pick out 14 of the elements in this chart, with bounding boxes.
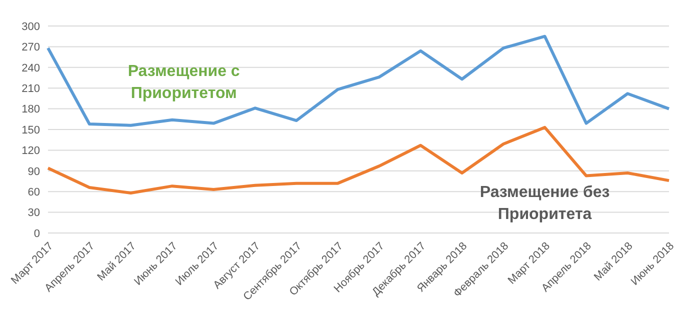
y-tick-label: 150 <box>22 124 40 136</box>
y-tick-label: 120 <box>22 145 40 158</box>
y-tick-label: 210 <box>22 83 40 96</box>
series-label: Размещение с Приоритетом <box>126 62 241 104</box>
y-tick-label: 180 <box>22 104 40 116</box>
series-label: Размещение без Приоритета <box>478 182 611 225</box>
line-series <box>46 34 670 127</box>
y-tick-label: 30 <box>28 207 40 220</box>
y-tick-label: 240 <box>22 62 40 74</box>
y-tick-label: 0 <box>34 228 40 240</box>
y-tick-label: 90 <box>28 166 40 178</box>
y-tick-label: 300 <box>22 20 40 33</box>
y-tick-label: 60 <box>28 186 40 199</box>
y-tick-label: 270 <box>22 42 40 54</box>
